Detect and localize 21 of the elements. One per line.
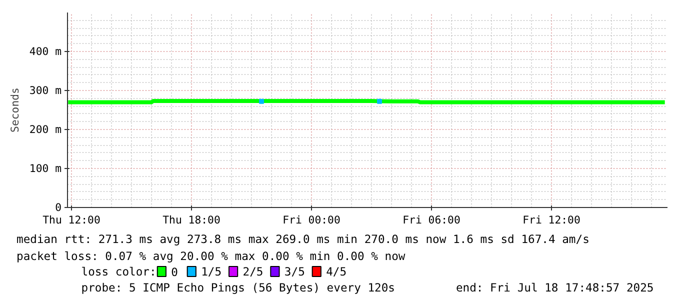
y-tick-label: 200 m (29, 123, 62, 136)
x-tick-label: Fri 12:00 (522, 214, 580, 226)
x-tick-label: Fri 00:00 (282, 214, 340, 226)
text: probe: 5 ICMP Echo Pings (56 Bytes) every 120s (81, 280, 396, 294)
x-tick-label: Fri 06:00 (402, 214, 460, 226)
x-tick-label: Thu 18:00 (162, 214, 220, 226)
text: median rtt: 271.3 ms avg 273.8 ms max 269.0 ms min 270.0 ms now 1.6 ms sd 167.4 am/s (16, 232, 590, 246)
legend-title: loss color: (81, 264, 156, 278)
legend-label: 1/5 (201, 264, 222, 278)
y-tick-label: 300 m (29, 84, 62, 97)
y-axis-title: Seconds (8, 88, 22, 132)
text: packet loss: 0.07 % avg 20.00 % max 0.00 % min 0.00 % now (16, 249, 406, 263)
y-tick-label: 0 (55, 201, 62, 214)
legend-label: 2/5 (242, 264, 264, 278)
x-tick-label: Thu 12:00 (42, 214, 100, 226)
y-tick-label: 400 m (29, 45, 62, 58)
legend-label: 3/5 (284, 264, 305, 278)
text: end: Fri Jul 18 17:48:57 2025 (456, 280, 654, 294)
legend-label: 4/5 (326, 264, 347, 278)
y-tick-label: 100 m (29, 162, 62, 175)
legend-label: 0 (171, 265, 178, 279)
